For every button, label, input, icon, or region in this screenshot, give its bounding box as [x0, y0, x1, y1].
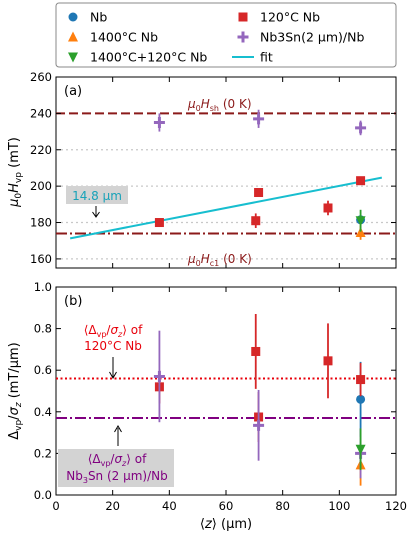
point-1400-c-nb — [355, 227, 366, 238]
legend-frame — [55, 2, 397, 68]
panel-b-xlabel: ⟨z⟩ (μm) — [200, 517, 252, 532]
hsh-label: μ0Hsh (0 K) — [187, 97, 252, 113]
legend-marker-nb3sn-2-m-nb — [237, 31, 249, 43]
hc1-label: μ0Hc1 (0 K) — [187, 252, 252, 268]
xtick-label: 60 — [219, 499, 234, 513]
point-120-c-nb — [251, 216, 261, 226]
ytick-label: 200 — [30, 179, 52, 193]
point-120-c-nb — [154, 218, 164, 228]
point-120-c-nb — [356, 176, 366, 186]
panel-a: 160 180 200 220 240 260 (a) μ0Hsh (0 K) μ0Hc1… — [7, 70, 397, 269]
panel-a-label: (a) — [64, 84, 82, 99]
red-mean-arrowhead — [109, 371, 117, 379]
ytick-label: 0.4 — [34, 405, 52, 419]
point-120-c-nb — [323, 356, 333, 366]
panel-b: 0.0 0.2 0.4 0.6 0.8 1.0 0 20 40 60 80 100 120 (b) ⟨… — [7, 280, 407, 532]
purple-mean-box — [58, 449, 174, 487]
fit-line — [69, 176, 383, 240]
point-1400-c-120-c-nb — [355, 444, 366, 455]
legend-label-1400-c-120-c-nb: 1400°C+120°C Nb — [90, 50, 207, 65]
point-nb3sn-2-m-nb — [153, 370, 165, 382]
panel-b-label: (b) — [64, 294, 82, 309]
fit-annotation-arrowhead — [92, 211, 100, 218]
legend-marker-1400-c-nb — [68, 31, 78, 42]
ytick-label: 1.0 — [34, 280, 52, 294]
point-nb3sn-2-m-nb — [355, 122, 367, 134]
point-nb3sn-2-m-nb — [253, 113, 265, 125]
xtick-label: 120 — [385, 499, 407, 513]
xtick-label: 0 — [52, 499, 59, 513]
ytick-label: 0.8 — [34, 322, 52, 336]
point-120-c-nb — [323, 203, 333, 213]
purple-mean-arrowhead — [114, 425, 122, 433]
xtick-label: 20 — [105, 499, 120, 513]
fit-annotation: 14.8 μm — [72, 189, 122, 203]
ytick-label: 220 — [30, 143, 52, 157]
point-nb3sn-2-m-nb — [253, 419, 265, 431]
xtick-label: 40 — [162, 499, 177, 513]
point-nb3sn-2-m-nb — [153, 116, 165, 128]
red-mean-label-line1: ⟨Δvp/σz⟩ of — [84, 323, 143, 339]
point-120-c-nb — [251, 346, 261, 356]
point-120-c-nb — [356, 375, 366, 385]
ytick-label: 180 — [30, 216, 52, 230]
legend-marker-1400-c-120-c-nb — [68, 52, 78, 63]
xtick-label: 80 — [275, 499, 290, 513]
legend: Nb 120°C Nb 1400°C Nb Nb3Sn(2 μm)/Nb 1400°C+… — [55, 2, 397, 68]
fit-annotation-box — [66, 186, 128, 204]
point-nb — [356, 394, 366, 404]
ytick-label: 240 — [30, 106, 52, 120]
ytick-label: 260 — [30, 70, 52, 84]
ytick-label: 0.0 — [34, 488, 52, 502]
purple-mean-label-line2: Nb3Sn (2 μm)/Nb — [66, 469, 168, 485]
legend-label-1400-c-nb: 1400°C Nb — [90, 30, 158, 45]
xtick-label: 100 — [328, 499, 350, 513]
legend-label-fit: fit — [260, 50, 273, 65]
point-120-c-nb — [254, 188, 264, 198]
ytick-label: 0.6 — [34, 363, 52, 377]
legend-label-nb: Nb — [90, 10, 107, 25]
ytick-label: 0.2 — [34, 446, 52, 460]
legend-label-nb3sn-2-m-nb: Nb3Sn(2 μm)/Nb — [260, 30, 364, 45]
legend-label-120-c-nb: 120°C Nb — [260, 10, 320, 25]
panel-b-ylabel: Δvp/σz (mT/μm) — [7, 342, 24, 440]
red-mean-label-line2: 120°C Nb — [84, 339, 142, 353]
legend-marker-nb — [68, 12, 78, 22]
point-1400-c-120-c-nb — [355, 216, 366, 227]
purple-mean-label-line1: ⟨Δvp/σz⟩ of — [88, 452, 147, 468]
legend-marker-120-c-nb — [238, 12, 248, 22]
ytick-label: 160 — [30, 252, 52, 266]
panel-a-ylabel: μ0Hvp (mT) — [7, 137, 24, 208]
